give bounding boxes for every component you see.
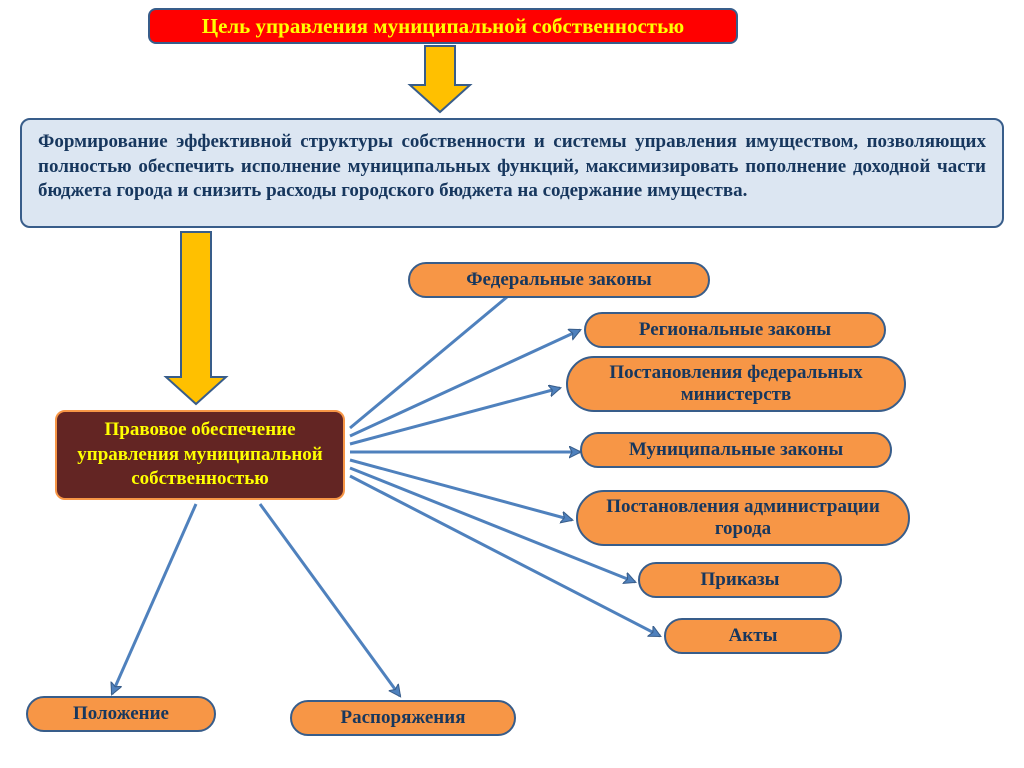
pill-orders: Приказы bbox=[638, 562, 842, 598]
legal-box: Правовое обеспечение управления муниципа… bbox=[55, 410, 345, 500]
pill-rasporyazheniya: Распоряжения bbox=[290, 700, 516, 736]
pill-polozhenie: Положение bbox=[26, 696, 216, 732]
pill-city-admin: Постановления администрации города bbox=[576, 490, 910, 546]
pill-acts: Акты bbox=[664, 618, 842, 654]
description-text: Формирование эффективной структуры собст… bbox=[38, 131, 986, 201]
description-box: Формирование эффективной структуры собст… bbox=[20, 118, 1004, 228]
pill-regional-laws: Региональные законы bbox=[584, 312, 886, 348]
pill-municipal-laws: Муниципальные законы bbox=[580, 432, 892, 468]
title-box: Цель управления муниципальной собственно… bbox=[148, 8, 738, 44]
pill-label: Муниципальные законы bbox=[629, 439, 843, 461]
pill-label: Постановления администрации города bbox=[592, 496, 894, 540]
legal-text: Правовое обеспечение управления муниципа… bbox=[69, 418, 331, 492]
pill-label: Постановления федеральных министерств bbox=[582, 362, 890, 406]
title-text: Цель управления муниципальной собственно… bbox=[202, 14, 684, 39]
pill-federal-laws: Федеральные законы bbox=[408, 262, 710, 298]
pill-label: Приказы bbox=[701, 569, 780, 591]
pill-label: Акты bbox=[729, 625, 778, 647]
pill-label: Положение bbox=[73, 703, 169, 725]
pill-label: Региональные законы bbox=[639, 319, 831, 341]
pill-label: Федеральные законы bbox=[466, 269, 652, 291]
pill-fed-ministries: Постановления федеральных министерств bbox=[566, 356, 906, 412]
pill-label: Распоряжения bbox=[341, 707, 466, 729]
